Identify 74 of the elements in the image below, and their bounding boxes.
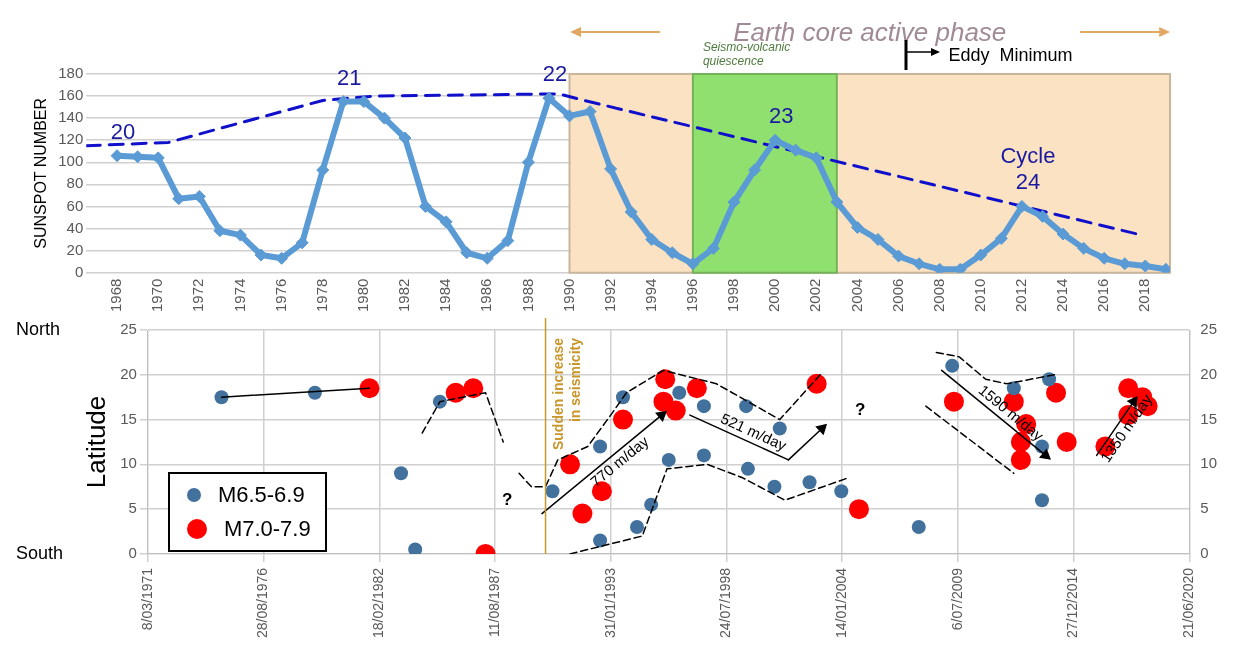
x-tick-label: 1980 <box>353 278 371 313</box>
x-tick-label: 24/07/1998 <box>717 567 734 639</box>
x-tick-label: 1976 <box>271 278 289 313</box>
y-tick-label: 180 <box>58 64 84 82</box>
y-axis-title: SUNSPOT NUMBER <box>32 97 50 249</box>
x-tick-label: 14/01/2004 <box>832 567 849 639</box>
y2-tick-label: 10 <box>1200 454 1217 472</box>
ref-line-label: Sudden increase in seismicity <box>550 337 584 451</box>
y-tick-label: 160 <box>58 86 84 104</box>
x-tick-label: 11/08/1987 <box>485 567 502 637</box>
y-tick-label: 20 <box>120 364 137 382</box>
annotation: Cycle 24 <box>1000 143 1056 195</box>
y-tick-label: 40 <box>66 218 84 236</box>
x-tick-label: 1982 <box>395 278 413 313</box>
x-tick-label: 28/08/1976 <box>254 567 271 639</box>
y-tick-label: 25 <box>120 320 137 338</box>
x-tick-label: 21/06/2020 <box>1180 567 1197 639</box>
annotation: 23 <box>768 103 794 129</box>
text: North <box>16 318 61 339</box>
x-tick-label: 2016 <box>1094 278 1112 313</box>
x-tick-label: 1992 <box>600 278 618 313</box>
y-tick-label: 60 <box>66 196 84 214</box>
x-tick-label: 1978 <box>312 278 330 313</box>
x-tick-label: 2014 <box>1053 278 1071 313</box>
y-tick-label: 80 <box>66 174 84 192</box>
text: South <box>16 542 64 563</box>
y-axis-title: Latitude <box>80 395 111 489</box>
x-tick-label: 1968 <box>107 278 125 313</box>
text: 521 m/day <box>718 409 790 455</box>
x-tick-label: 1972 <box>189 278 207 313</box>
x-tick-label: 2008 <box>929 278 947 313</box>
text: Eddy Minimum <box>948 44 1073 66</box>
x-tick-label: 2002 <box>806 278 824 313</box>
x-tick-label: 6/07/2009 <box>948 567 965 631</box>
x-tick-label: 2018 <box>1135 278 1153 313</box>
x-tick-label: 1996 <box>683 278 701 313</box>
x-tick-label: 1990 <box>559 278 577 313</box>
y-tick-label: 120 <box>58 130 84 148</box>
legend-label: M6.5-6.9 <box>217 480 305 509</box>
y-tick-label: 140 <box>58 108 84 126</box>
y-tick-label: 20 <box>66 240 84 258</box>
x-tick-label: 2012 <box>1012 278 1030 313</box>
y2-tick-label: 20 <box>1200 364 1217 382</box>
x-tick-label: 1994 <box>641 278 659 313</box>
y-tick-label: 0 <box>74 262 84 280</box>
y-tick-label: 10 <box>120 454 137 472</box>
y-tick-label: 0 <box>128 544 137 562</box>
annotation: ? <box>501 489 513 509</box>
x-tick-label: 1984 <box>436 278 454 313</box>
annotation: ? <box>855 400 866 420</box>
x-tick-label: 2000 <box>765 278 783 313</box>
x-tick-label: 31/01/1993 <box>601 567 618 639</box>
x-tick-label: 1988 <box>518 278 536 313</box>
x-tick-label: 2004 <box>847 278 865 313</box>
annotation: 21 <box>337 64 362 90</box>
x-tick-label: 2010 <box>970 278 988 313</box>
y2-tick-label: 0 <box>1200 544 1209 562</box>
x-tick-label: 18/02/1982 <box>370 567 387 639</box>
y2-tick-label: 5 <box>1200 499 1209 517</box>
x-tick-label: 1998 <box>724 278 742 313</box>
y2-tick-label: 25 <box>1200 320 1217 338</box>
legend-label: M7.0-7.9 <box>223 514 311 543</box>
x-tick-label: 1986 <box>477 278 495 313</box>
y-tick-label: 5 <box>128 499 137 517</box>
y-tick-label: 100 <box>58 152 84 170</box>
x-tick-label: 8/03/1971 <box>138 567 155 631</box>
x-tick-label: 1974 <box>230 278 248 313</box>
x-tick-label: 1970 <box>148 278 166 313</box>
x-tick-label: 2006 <box>888 278 906 313</box>
y2-tick-label: 15 <box>1200 409 1217 427</box>
annotation: 22 <box>542 61 568 87</box>
x-tick-label: 27/12/2014 <box>1064 567 1081 639</box>
band-label: Seismo-volcanic quiescence <box>702 40 791 69</box>
y-tick-label: 15 <box>120 409 137 427</box>
